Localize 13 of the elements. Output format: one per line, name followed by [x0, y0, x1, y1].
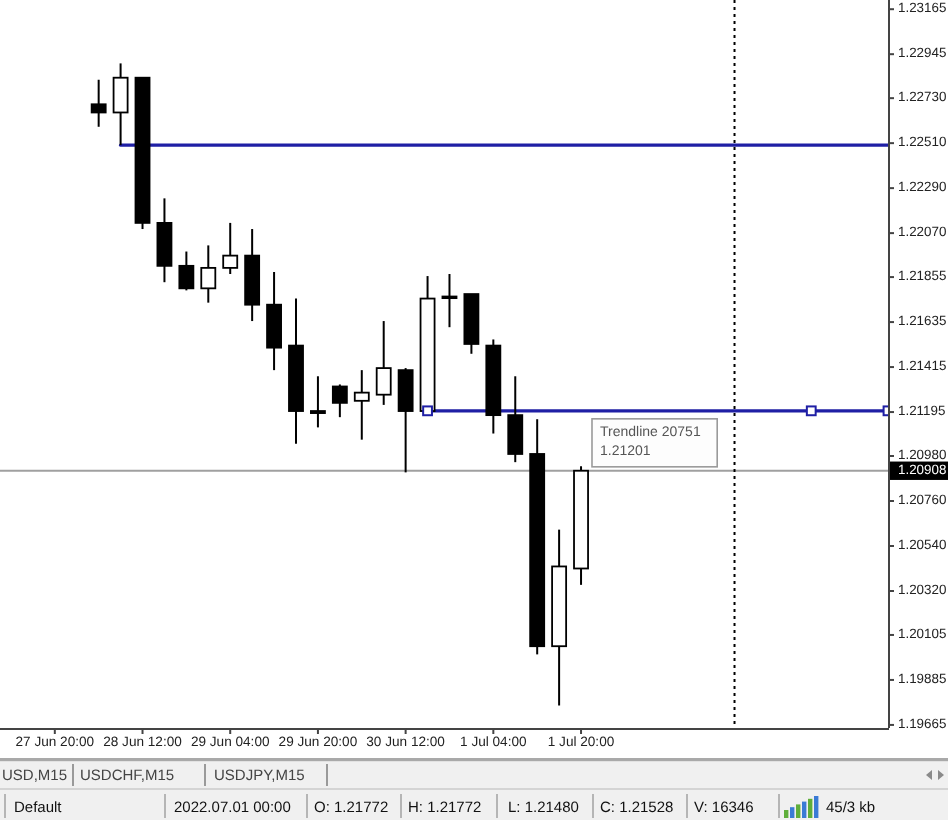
candlestick: [353, 369, 370, 441]
candlestick: [178, 250, 195, 292]
candlestick: [266, 270, 282, 372]
candlestick: [222, 221, 239, 276]
candlestick: [156, 197, 173, 284]
candlestick: [397, 367, 414, 474]
candlestick: [200, 244, 217, 304]
candlestick: [331, 383, 348, 419]
candlestick: [112, 62, 129, 147]
candlestick: [90, 78, 107, 128]
candlestick: [375, 320, 392, 406]
candlestick: [507, 375, 524, 464]
candlestick: [310, 375, 326, 429]
